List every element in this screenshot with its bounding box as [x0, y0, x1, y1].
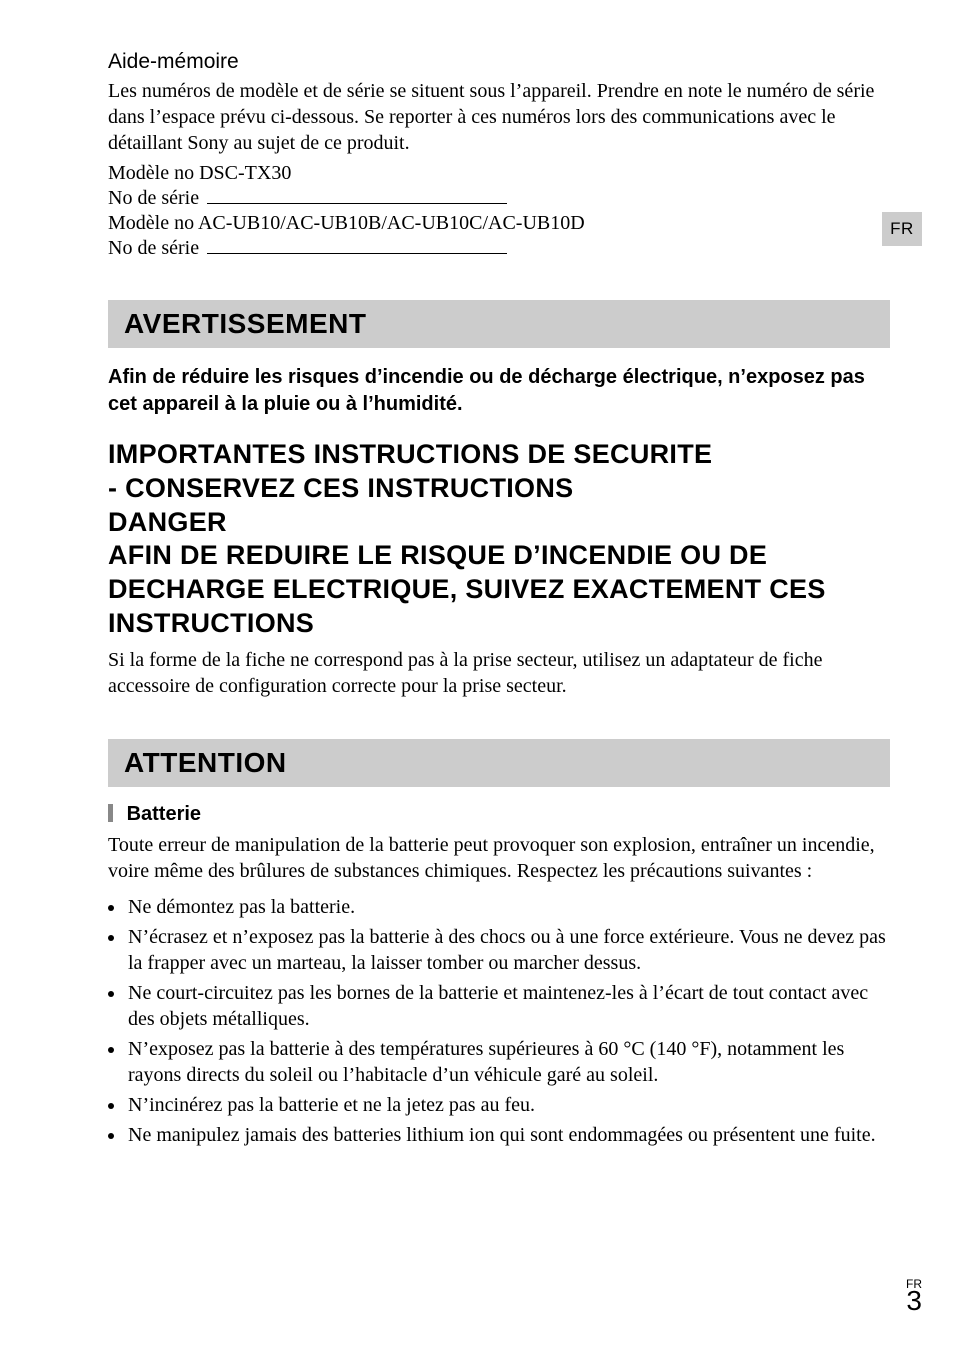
serial-number-row-1: No de série: [108, 187, 890, 210]
attention-bar: ATTENTION: [108, 739, 890, 787]
serial-fill-line-1: [207, 203, 507, 204]
language-tab: FR: [882, 212, 922, 246]
footer-page-number: 3: [906, 1285, 922, 1316]
document-page: FR Aide-mémoire Les numéros de modèle et…: [0, 0, 954, 1345]
serial-fill-line-2: [207, 253, 507, 254]
serial-label-2: No de série: [108, 237, 199, 259]
list-item: N’incinérez pas la batterie et ne la jet…: [126, 1092, 890, 1118]
aide-memoire-title: Aide-mémoire: [108, 50, 890, 74]
attention-bar-title: ATTENTION: [124, 747, 287, 778]
instructions-line-4: AFIN DE REDUIRE LE RISQUE D’INCENDIE OU …: [108, 540, 826, 638]
aide-memoire-intro: Les numéros de modèle et de série se sit…: [108, 78, 890, 156]
batterie-heading-text: Batterie: [127, 803, 201, 825]
avertissement-bold-text: Afin de réduire les risques d’incendie o…: [108, 364, 890, 418]
model-number-1: Modèle no DSC-TX30: [108, 162, 890, 185]
list-item: Ne manipulez jamais des batteries lithiu…: [126, 1122, 890, 1148]
batterie-heading: Batterie: [108, 803, 890, 826]
serial-number-row-2: No de série: [108, 237, 890, 260]
list-item: N’écrasez et n’exposez pas la batterie à…: [126, 924, 890, 976]
avertissement-bar: AVERTISSEMENT: [108, 300, 890, 348]
instructions-line-1: IMPORTANTES INSTRUCTIONS DE SECURITE: [108, 439, 712, 469]
avertissement-bar-title: AVERTISSEMENT: [124, 308, 366, 339]
batterie-intro: Toute erreur de manipulation de la batte…: [108, 832, 890, 884]
instructions-line-2: - CONSERVEZ CES INSTRUCTIONS: [108, 473, 573, 503]
list-item: Ne court-circuitez pas les bornes de la …: [126, 980, 890, 1032]
instructions-body: Si la forme de la fiche ne correspond pa…: [108, 647, 890, 699]
instructions-heading: IMPORTANTES INSTRUCTIONS DE SECURITE - C…: [108, 438, 890, 641]
batterie-bullet-list: Ne démontez pas la batterie. N’écrasez e…: [108, 894, 890, 1148]
list-item: N’exposez pas la batterie à des températ…: [126, 1036, 890, 1088]
model-number-2: Modèle no AC-UB10/AC-UB10B/AC-UB10C/AC-U…: [108, 212, 890, 235]
instructions-line-3: DANGER: [108, 507, 227, 537]
serial-label-1: No de série: [108, 187, 199, 209]
page-footer: FR 3: [906, 1277, 922, 1315]
list-item: Ne démontez pas la batterie.: [126, 894, 890, 920]
